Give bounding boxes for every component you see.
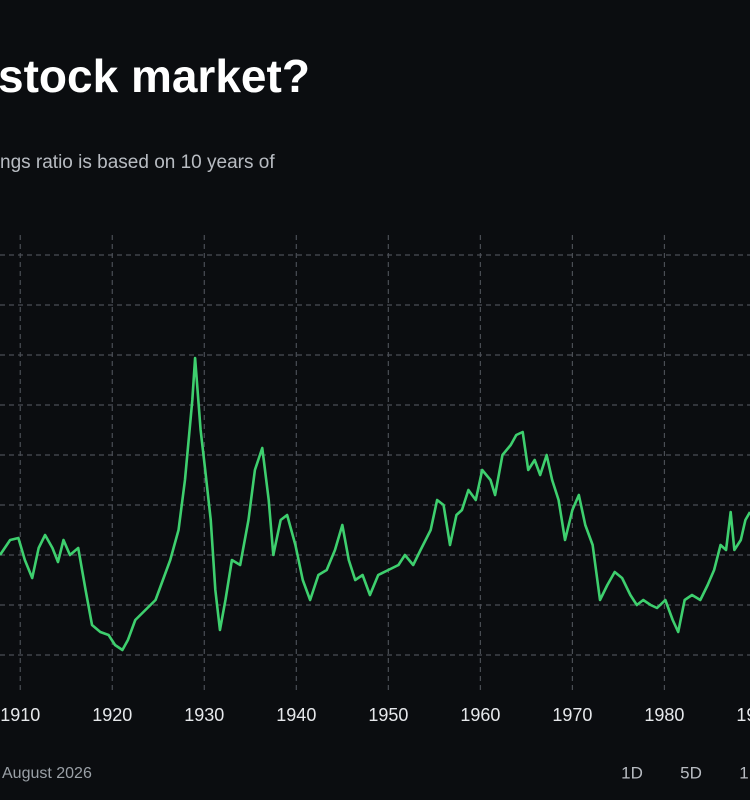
- footer-date: August 2026: [2, 765, 92, 782]
- x-tick-label: 1960: [460, 705, 500, 725]
- data-line: [0, 356, 750, 652]
- range-button[interactable]: 5D: [680, 763, 702, 782]
- x-tick-label: 1950: [368, 705, 408, 725]
- chart-subtitle: ngs ratio is based on 10 years of: [0, 152, 275, 173]
- x-tick-label: 1990: [736, 705, 750, 725]
- x-tick-label: 1980: [644, 705, 684, 725]
- x-tick-label: 1930: [184, 705, 224, 725]
- chart-title: stock market?: [0, 50, 310, 102]
- range-button[interactable]: 1: [739, 763, 748, 782]
- x-tick-label: 1910: [0, 705, 40, 725]
- x-tick-label: 1920: [92, 705, 132, 725]
- range-button[interactable]: 1D: [621, 763, 643, 782]
- x-tick-label: 1940: [276, 705, 316, 725]
- x-tick-label: 1970: [552, 705, 592, 725]
